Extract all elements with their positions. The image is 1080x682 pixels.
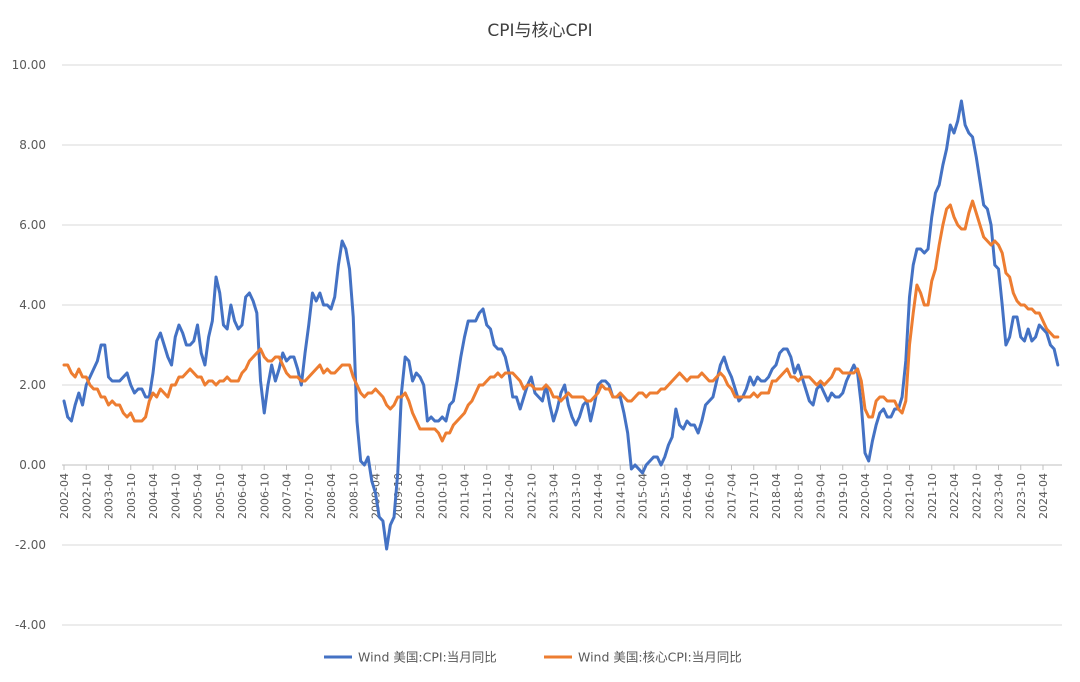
- x-tick-label: 2010-04: [414, 473, 427, 519]
- legend: Wind 美国:CPI:当月同比 Wind 美国:核心CPI:当月同比: [324, 650, 742, 665]
- x-tick-label: 2013-04: [548, 473, 561, 519]
- y-tick-label: 10.00: [12, 58, 46, 72]
- legend-label-core-cpi: Wind 美国:核心CPI:当月同比: [578, 650, 742, 665]
- x-tick-label: 2007-10: [303, 473, 316, 519]
- x-tick-label: 2011-04: [459, 473, 472, 519]
- x-tick-label: 2023-10: [1015, 473, 1028, 519]
- x-tick-label: 2002-04: [58, 473, 71, 519]
- x-tick-label: 2004-04: [147, 473, 160, 519]
- x-tick-label: 2018-04: [770, 473, 783, 519]
- x-tick-label: 2012-04: [503, 473, 516, 519]
- x-tick-label: 2019-10: [837, 473, 850, 519]
- legend-label-cpi: Wind 美国:CPI:当月同比: [358, 650, 497, 665]
- x-tick-label: 2008-10: [347, 473, 360, 519]
- x-tick-label: 2019-04: [815, 473, 828, 519]
- x-tick-label: 2007-04: [281, 473, 294, 519]
- x-tick-label: 2020-04: [859, 473, 872, 519]
- y-tick-label: 0.00: [19, 458, 46, 472]
- x-tick-label: 2012-10: [525, 473, 538, 519]
- x-tick-label: 2023-04: [993, 473, 1006, 519]
- x-tick-label: 2022-04: [948, 473, 961, 519]
- series-lines: [62, 99, 1060, 551]
- x-tick-label: 2017-04: [726, 473, 739, 519]
- y-tick-label: 4.00: [19, 298, 46, 312]
- x-axis-ticks: 2002-04 2002-10 2003-04 2003-10 2004-04 2004-…: [58, 465, 1050, 519]
- y-tick-label: 6.00: [19, 218, 46, 232]
- x-tick-label: 2022-10: [970, 473, 983, 519]
- x-tick-label: 2014-10: [614, 473, 627, 519]
- x-tick-label: 2017-10: [748, 473, 761, 519]
- x-tick-label: 2003-04: [103, 473, 116, 519]
- y-tick-label: -4.00: [15, 618, 46, 632]
- x-tick-label: 2018-10: [792, 473, 805, 519]
- y-tick-label: 8.00: [19, 138, 46, 152]
- y-axis-ticks: 10.00 8.00 6.00 4.00 2.00 0.00 -2.00 -4.00: [12, 58, 46, 632]
- y-tick-label: -2.00: [15, 538, 46, 552]
- series-line-core-cpi: [62, 199, 1060, 443]
- x-tick-label: 2015-04: [637, 473, 650, 519]
- chart-title: CPI与核心CPI: [487, 21, 592, 41]
- x-tick-label: 2011-10: [481, 473, 494, 519]
- x-tick-label: 2016-04: [681, 473, 694, 519]
- x-tick-label: 2015-10: [659, 473, 672, 519]
- x-tick-label: 2005-10: [214, 473, 227, 519]
- x-tick-label: 2006-04: [236, 473, 249, 519]
- x-tick-label: 2002-10: [80, 473, 93, 519]
- x-tick-label: 2005-04: [192, 473, 205, 519]
- x-tick-label: 2016-10: [703, 473, 716, 519]
- x-tick-label: 2021-04: [904, 473, 917, 519]
- x-tick-label: 2020-10: [881, 473, 894, 519]
- series-line-cpi: [62, 99, 1060, 551]
- gridlines: [62, 64, 1062, 626]
- x-tick-label: 2010-10: [436, 473, 449, 519]
- y-tick-label: 2.00: [19, 378, 46, 392]
- x-tick-label: 2014-04: [592, 473, 605, 519]
- x-tick-label: 2008-04: [325, 473, 338, 519]
- x-tick-label: 2021-10: [926, 473, 939, 519]
- x-tick-label: 2006-10: [258, 473, 271, 519]
- x-tick-label: 2024-04: [1037, 473, 1050, 519]
- x-tick-label: 2003-10: [125, 473, 138, 519]
- x-tick-label: 2004-10: [169, 473, 182, 519]
- x-tick-label: 2013-10: [570, 473, 583, 519]
